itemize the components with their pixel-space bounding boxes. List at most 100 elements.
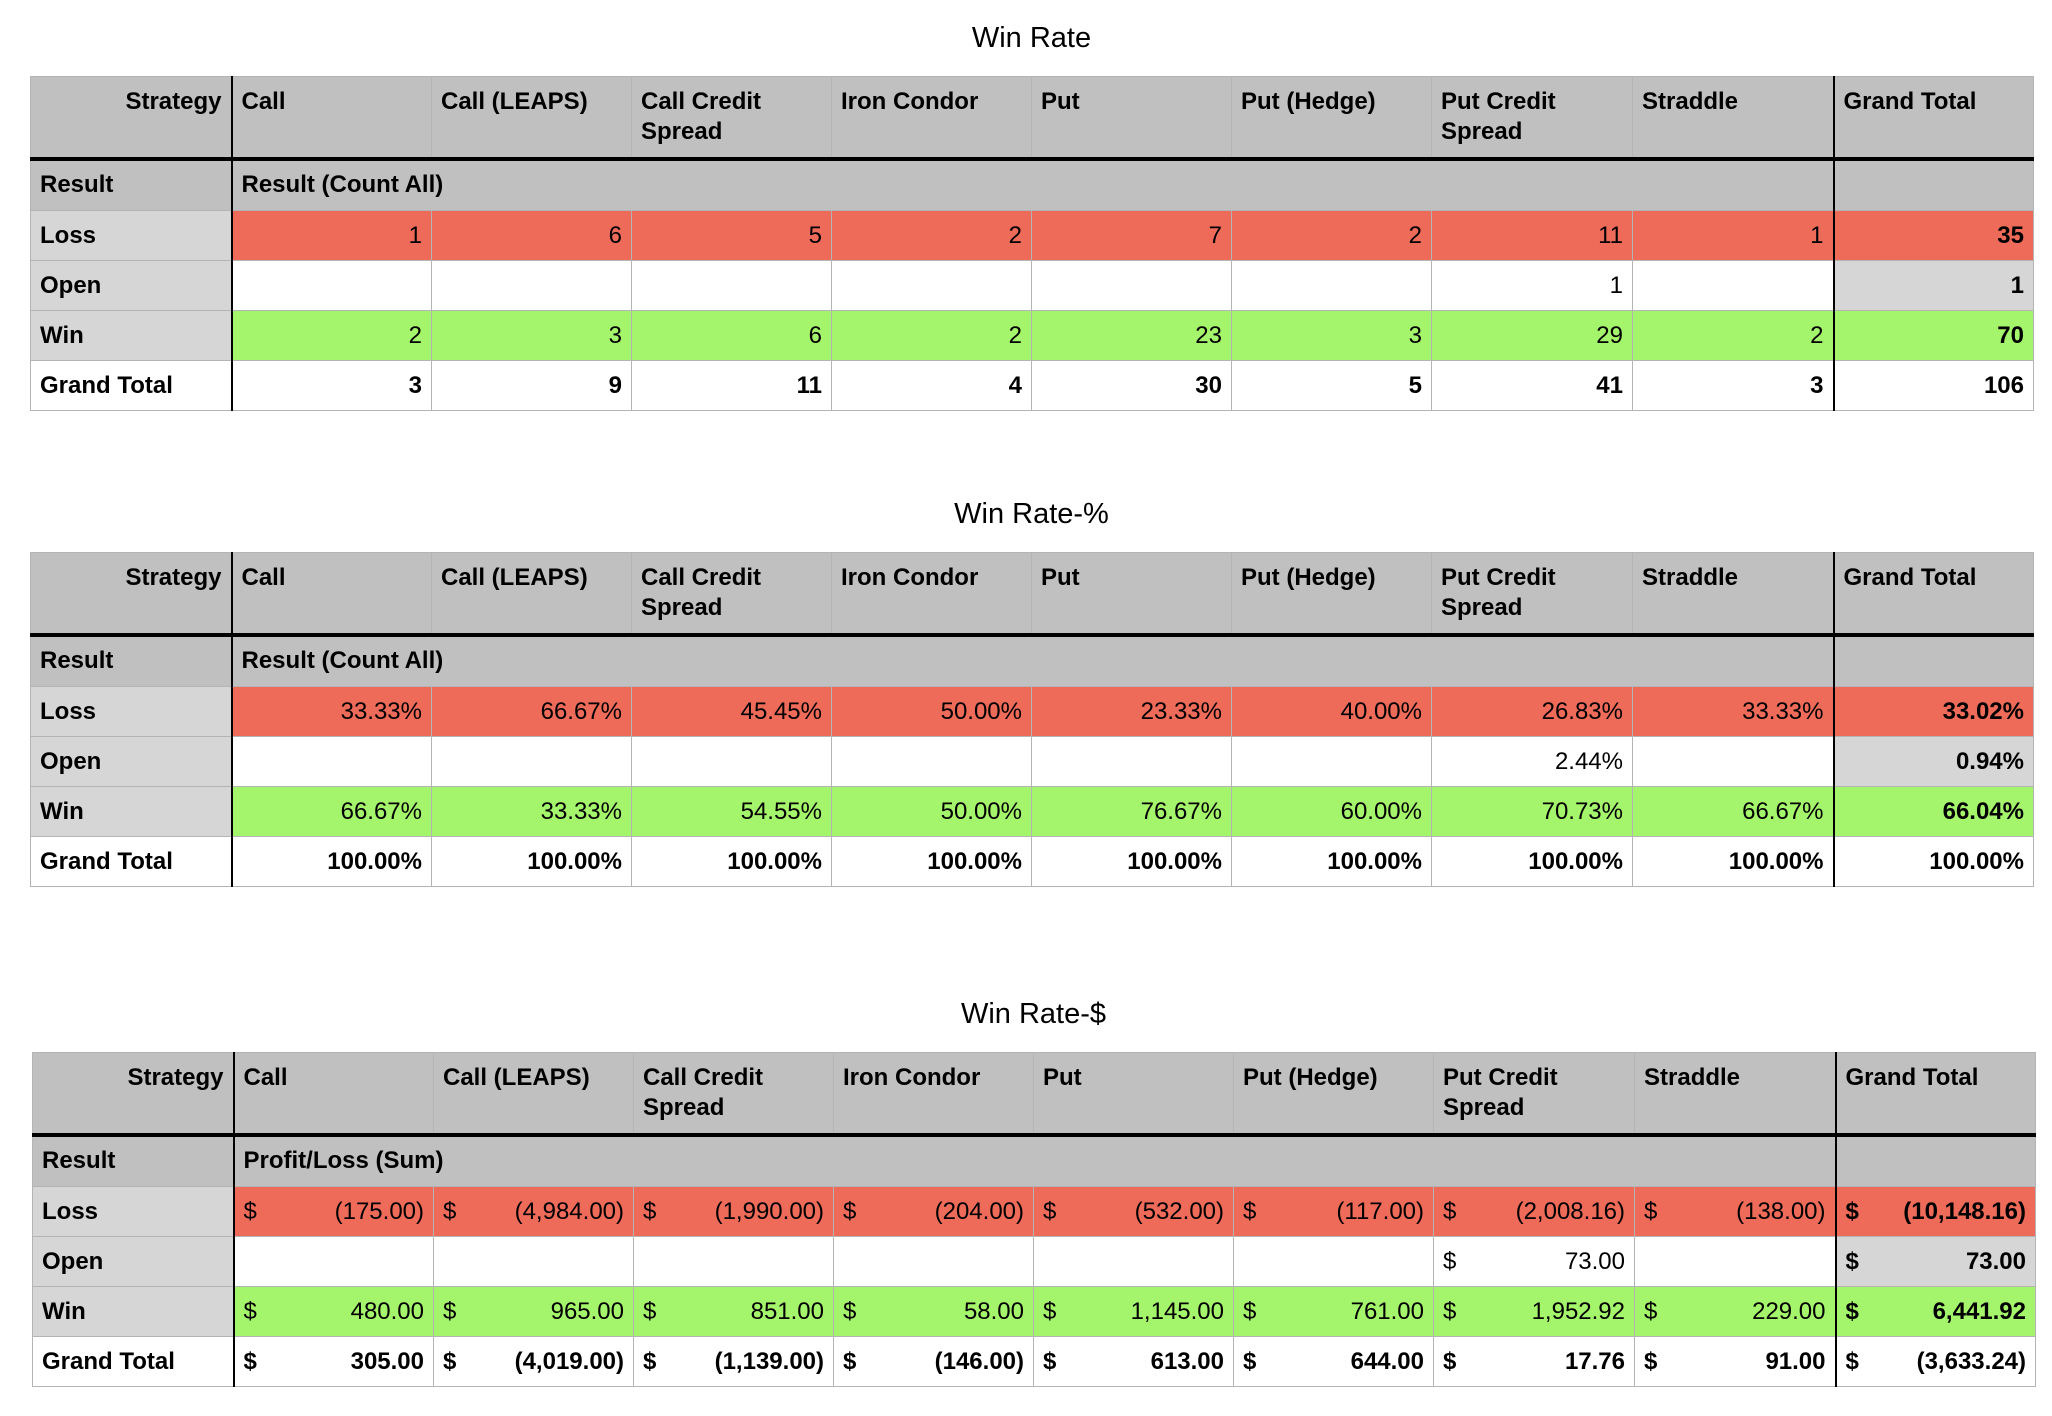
column-header-put[interactable]: Put: [1033, 1052, 1234, 1137]
row-label-win[interactable]: Win: [32, 1286, 235, 1337]
cell[interactable]: 50.00%: [831, 686, 1032, 737]
cell[interactable]: 40.00%: [1231, 686, 1432, 737]
cell[interactable]: 3: [1632, 360, 1834, 411]
row-label-open[interactable]: Open: [30, 736, 233, 787]
column-header-call-leaps[interactable]: Call (LEAPS): [431, 552, 632, 637]
cell[interactable]: [233, 1236, 434, 1287]
cell[interactable]: $ (3,633.24): [1834, 1336, 2036, 1387]
cell[interactable]: 2: [231, 310, 432, 361]
cell[interactable]: [1634, 1236, 1836, 1287]
cell[interactable]: [431, 260, 632, 311]
cell[interactable]: 30: [1031, 360, 1232, 411]
cell[interactable]: 60.00%: [1231, 786, 1432, 837]
cell[interactable]: [231, 736, 432, 787]
row-label-loss[interactable]: Loss: [30, 686, 233, 737]
column-header-iron-condor[interactable]: Iron Condor: [831, 552, 1032, 637]
cell[interactable]: $ (175.00): [233, 1186, 434, 1237]
cell[interactable]: $ (2,008.16): [1433, 1186, 1635, 1237]
cell[interactable]: 70: [1832, 310, 2034, 361]
cell[interactable]: 3: [1231, 310, 1432, 361]
cell[interactable]: 33.33%: [1632, 686, 1834, 737]
cell[interactable]: 6: [631, 310, 832, 361]
column-header-put-hedge[interactable]: Put (Hedge): [1231, 76, 1432, 161]
cell[interactable]: 2: [1632, 310, 1834, 361]
cell[interactable]: 0.94%: [1832, 736, 2034, 787]
cell[interactable]: $ (117.00): [1233, 1186, 1434, 1237]
cell[interactable]: [631, 260, 832, 311]
cell[interactable]: 100.00%: [1632, 836, 1834, 887]
cell[interactable]: 3: [231, 360, 432, 411]
cell[interactable]: 66.67%: [431, 686, 632, 737]
cell[interactable]: [1233, 1236, 1434, 1287]
cell[interactable]: [1033, 1236, 1234, 1287]
column-header-put[interactable]: Put: [1031, 552, 1232, 637]
column-header-straddle[interactable]: Straddle: [1634, 1052, 1836, 1137]
cell[interactable]: 45.45%: [631, 686, 832, 737]
cell[interactable]: 50.00%: [831, 786, 1032, 837]
cell[interactable]: $6,441.92: [1834, 1286, 2036, 1337]
cell[interactable]: 106: [1832, 360, 2034, 411]
column-header-put-credit-spread[interactable]: Put Credit Spread: [1431, 552, 1633, 637]
row-label-grand-total[interactable]: Grand Total: [30, 360, 233, 411]
cell[interactable]: 54.55%: [631, 786, 832, 837]
cell[interactable]: 5: [631, 210, 832, 261]
cell[interactable]: 1: [1632, 210, 1834, 261]
row-field-label[interactable]: Result: [32, 1134, 235, 1187]
cell[interactable]: $1,952.92: [1433, 1286, 1635, 1337]
cell[interactable]: $73.00: [1834, 1236, 2036, 1287]
column-header-call-credit-spread[interactable]: Call Credit Spread: [631, 552, 832, 637]
cell[interactable]: $965.00: [433, 1286, 634, 1337]
column-header-call-credit-spread[interactable]: Call Credit Spread: [631, 76, 832, 161]
cell[interactable]: 5: [1231, 360, 1432, 411]
cell[interactable]: 100.00%: [631, 836, 832, 887]
cell[interactable]: 23.33%: [1031, 686, 1232, 737]
cell[interactable]: [433, 1236, 634, 1287]
cell[interactable]: 23: [1031, 310, 1232, 361]
row-label-win[interactable]: Win: [30, 786, 233, 837]
cell[interactable]: $ (1,990.00): [633, 1186, 834, 1237]
cell[interactable]: $613.00: [1033, 1336, 1234, 1387]
cell[interactable]: [633, 1236, 834, 1287]
row-label-grand-total[interactable]: Grand Total: [32, 1336, 235, 1387]
cell[interactable]: 1: [1832, 260, 2034, 311]
cell[interactable]: [1231, 260, 1432, 311]
column-header-call-leaps[interactable]: Call (LEAPS): [431, 76, 632, 161]
cell[interactable]: 29: [1431, 310, 1633, 361]
cell[interactable]: $17.76: [1433, 1336, 1635, 1387]
cell[interactable]: [631, 736, 832, 787]
measure-label[interactable]: Result (Count All): [231, 634, 1834, 687]
cell[interactable]: 100.00%: [1031, 836, 1232, 887]
cell[interactable]: 33.33%: [431, 786, 632, 837]
column-header-call-credit-spread[interactable]: Call Credit Spread: [633, 1052, 834, 1137]
cell[interactable]: 4: [831, 360, 1032, 411]
column-header-call-leaps[interactable]: Call (LEAPS): [433, 1052, 634, 1137]
cell[interactable]: $58.00: [833, 1286, 1034, 1337]
cell[interactable]: 11: [1431, 210, 1633, 261]
cell[interactable]: $761.00: [1233, 1286, 1434, 1337]
cell[interactable]: 33.33%: [231, 686, 432, 737]
row-label-win[interactable]: Win: [30, 310, 233, 361]
cell[interactable]: [1632, 736, 1834, 787]
column-header-iron-condor[interactable]: Iron Condor: [831, 76, 1032, 161]
cell[interactable]: 3: [431, 310, 632, 361]
column-field-label[interactable]: Strategy: [30, 552, 233, 637]
column-header-put-credit-spread[interactable]: Put Credit Spread: [1433, 1052, 1635, 1137]
column-header-put-hedge[interactable]: Put (Hedge): [1233, 1052, 1434, 1137]
column-field-label[interactable]: Strategy: [32, 1052, 235, 1137]
cell[interactable]: $ (146.00): [833, 1336, 1034, 1387]
column-field-label[interactable]: Strategy: [30, 76, 233, 161]
cell[interactable]: [1231, 736, 1432, 787]
cell[interactable]: $ (138.00): [1634, 1186, 1836, 1237]
cell[interactable]: $1,145.00: [1033, 1286, 1234, 1337]
cell[interactable]: $ (1,139.00): [633, 1336, 834, 1387]
row-label-loss[interactable]: Loss: [30, 210, 233, 261]
column-header-call[interactable]: Call: [233, 1052, 434, 1137]
cell[interactable]: $644.00: [1233, 1336, 1434, 1387]
cell[interactable]: 100.00%: [231, 836, 432, 887]
cell[interactable]: 11: [631, 360, 832, 411]
cell[interactable]: 66.67%: [231, 786, 432, 837]
cell[interactable]: 70.73%: [1431, 786, 1633, 837]
row-field-label[interactable]: Result: [30, 158, 233, 211]
column-header-straddle[interactable]: Straddle: [1632, 76, 1834, 161]
cell[interactable]: 100.00%: [831, 836, 1032, 887]
